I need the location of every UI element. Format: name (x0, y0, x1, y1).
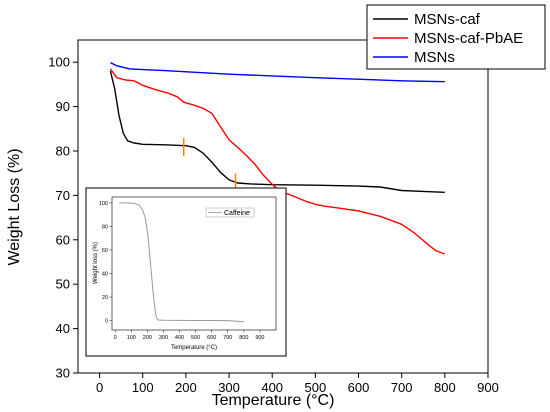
inset-y-tick-label: 100 (99, 201, 108, 207)
x-tick-label: 700 (391, 380, 413, 395)
series-line-msns-caf (109, 70, 445, 193)
x-tick-label: 800 (434, 380, 456, 395)
inset-x-tick-label: 700 (223, 335, 232, 341)
inset-x-tick-label: 600 (207, 335, 216, 341)
legend-label-msns: MSNs (414, 49, 455, 66)
inset-x-axis-title: Temperature (°C) (171, 345, 217, 351)
y-tick-label: 70 (56, 188, 70, 203)
series-line-msns (110, 61, 445, 83)
x-tick-label: 500 (305, 380, 327, 395)
x-axis-title: Temperature (°C) (212, 392, 335, 409)
inset-frame (85, 187, 287, 357)
inset-legend-label: Caffeine (224, 210, 250, 217)
inset-y-axis-title: Weight loss (%) (93, 242, 99, 284)
inset-x-tick-label: 500 (191, 335, 200, 341)
y-tick-label: 50 (56, 277, 70, 292)
inset-x-tick-label: 100 (127, 335, 136, 341)
legend-box (366, 4, 546, 70)
inset-y-tick-label: 80 (102, 224, 108, 230)
inset-x-tick-label: 400 (175, 335, 184, 341)
y-tick-label: 60 (56, 232, 70, 247)
inset-legend-box (205, 207, 255, 218)
x-tick-label: 200 (175, 380, 197, 395)
inset-series-line-caffeine (119, 202, 244, 323)
series-line-msns-caf-pbae (109, 68, 446, 255)
y-axis-title: Weight Loss (%) (6, 148, 23, 265)
inset-x-tick-label: 300 (159, 335, 168, 341)
y-tick-label: 90 (56, 99, 70, 114)
x-tick-label: 400 (261, 380, 283, 395)
legend-label-msns-caf-pbae: MSNs-caf-PbAE (414, 30, 523, 47)
inset-x-tick-label: 0 (114, 335, 117, 341)
inset-x-tick-label: 900 (255, 335, 264, 341)
inset-x-tick-label: 800 (239, 335, 248, 341)
inset-y-tick-label: 0 (105, 319, 108, 325)
x-tick-label: 300 (218, 380, 240, 395)
inset-y-tick-label: 20 (102, 295, 108, 301)
y-tick-label: 30 (56, 366, 70, 381)
y-tick-label: 40 (56, 321, 70, 336)
inset-y-tick-label: 40 (102, 272, 108, 278)
legend-label-msns-caf: MSNs-caf (414, 11, 481, 28)
y-tick-label: 100 (48, 55, 70, 70)
x-tick-label: 100 (132, 380, 154, 395)
y-tick-label: 80 (56, 144, 70, 159)
legend: MSNs-caf MSNs-caf-PbAE MSNs (366, 4, 546, 70)
inset-y-tick-label: 60 (102, 248, 108, 254)
plot-frame (77, 39, 489, 374)
inset-chart: 0 100 200 300 400 500 600 700 800 900 0 20 40 60 80 100… (85, 187, 287, 357)
inset-x-tick-label: 200 (143, 335, 152, 341)
inset-plot-frame (111, 196, 277, 331)
x-tick-label: 0 (96, 380, 103, 395)
x-tick-label: 900 (477, 380, 499, 395)
x-tick-label: 600 (348, 380, 370, 395)
